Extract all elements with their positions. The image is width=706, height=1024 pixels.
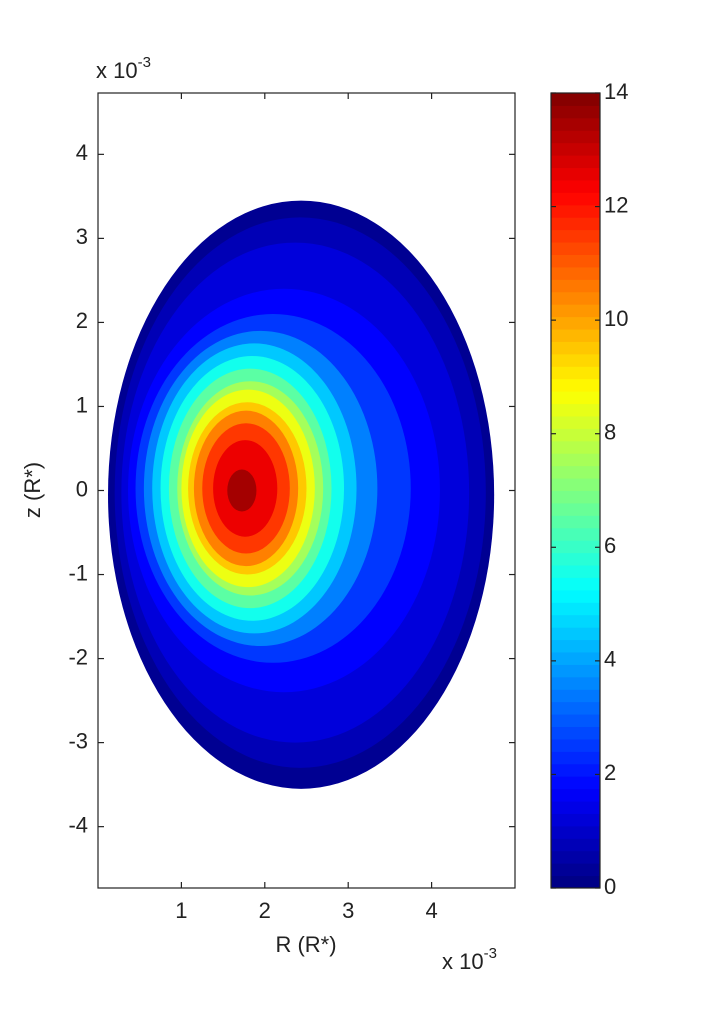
y-exponent-power: -3	[138, 54, 151, 71]
colorbar-swatch	[551, 254, 600, 268]
colorbar-swatch	[551, 93, 600, 106]
colorbar-swatch	[551, 465, 600, 479]
colorbar-swatch	[551, 440, 600, 454]
colorbar-swatch	[551, 266, 600, 280]
y-exponent-base: x 10	[96, 58, 138, 83]
colorbar-swatch	[551, 577, 600, 591]
colorbar-swatch	[551, 850, 600, 864]
colorbar-swatch	[551, 428, 600, 442]
colorbar-swatch	[551, 155, 600, 169]
colorbar-swatch	[551, 304, 600, 318]
y-exponent: x 10-3	[96, 54, 151, 83]
x-tick-label: 2	[259, 898, 271, 923]
colorbar-swatch	[551, 453, 600, 467]
x-tick-label: 3	[342, 898, 354, 923]
colorbar-tick-label: 4	[604, 647, 616, 672]
colorbar-swatch	[551, 179, 600, 193]
colorbar-tick-label: 0	[604, 874, 616, 899]
x-exponent-base: x 10	[442, 949, 484, 974]
colorbar-swatch	[551, 863, 600, 877]
contour-field	[108, 200, 495, 789]
colorbar-swatch	[551, 316, 600, 330]
colorbar-swatch	[551, 105, 600, 119]
colorbar-swatch	[551, 776, 600, 790]
colorbar-swatch	[551, 676, 600, 690]
colorbar-swatch	[551, 167, 600, 181]
colorbar-box	[550, 92, 601, 889]
colorbar-swatch	[551, 341, 600, 355]
colorbar-swatch	[551, 366, 600, 380]
colorbar-swatch	[551, 204, 600, 218]
y-axis-label: z (R*)	[20, 462, 45, 518]
colorbar-swatch	[551, 875, 600, 889]
colorbar-swatch	[551, 391, 600, 405]
colorbar-swatch	[551, 788, 600, 802]
y-tick-label: 2	[76, 308, 88, 333]
x-axis-label: R (R*)	[275, 932, 336, 957]
colorbar-swatch	[551, 130, 600, 144]
colorbar-swatch	[551, 142, 600, 156]
colorbar-tick-label: 12	[604, 192, 628, 217]
colorbar-swatch	[551, 801, 600, 814]
y-tick-label: 0	[76, 476, 88, 501]
colorbar-swatch	[551, 689, 600, 703]
colorbar-swatch	[551, 838, 600, 852]
colorbar-swatch	[551, 192, 600, 206]
y-tick-label: -1	[68, 560, 88, 585]
y-tick-label: 3	[76, 224, 88, 249]
colorbar-tick-label: 2	[604, 760, 616, 785]
colorbar-swatch	[551, 502, 600, 516]
colorbar-swatch	[551, 415, 600, 429]
colorbar-swatch	[551, 738, 600, 752]
contour-band	[227, 469, 257, 512]
x-exponent-power: -3	[484, 945, 497, 962]
colorbar-swatch	[551, 478, 600, 491]
colorbar-swatch	[551, 279, 600, 293]
y-tick-label: -4	[68, 812, 88, 837]
colorbar-swatch	[551, 540, 600, 554]
colorbar-swatch	[551, 353, 600, 367]
colorbar-swatch	[551, 825, 600, 839]
y-tick-label: 4	[76, 140, 88, 165]
colorbar-swatch	[551, 701, 600, 715]
colorbar-tick-label: 8	[604, 420, 616, 445]
colorbar-tick-label: 6	[604, 533, 616, 558]
colorbar-swatch	[551, 639, 600, 653]
colorbar-tick-label: 10	[604, 306, 628, 331]
colorbar-swatch	[551, 378, 600, 392]
colorbar-swatch	[551, 813, 600, 827]
colorbar-swatch	[551, 763, 600, 777]
colorbar-swatch	[551, 291, 600, 305]
colorbar-swatch	[551, 651, 600, 665]
colorbar-swatch	[551, 602, 600, 616]
colorbar-swatch	[551, 117, 600, 131]
y-tick-label: -2	[68, 644, 88, 669]
x-exponent: x 10-3	[442, 945, 497, 974]
colorbar-swatch	[551, 329, 600, 342]
colorbar-swatch	[551, 527, 600, 541]
colorbar-swatch	[551, 664, 600, 678]
colorbar-swatch	[551, 627, 600, 641]
colorbar-swatch	[551, 515, 600, 529]
colorbar-swatch	[551, 751, 600, 765]
colorbar-swatch	[551, 714, 600, 728]
x-tick-label: 4	[425, 898, 437, 923]
y-tick-label: 1	[76, 392, 88, 417]
x-tick-label: 1	[175, 898, 187, 923]
colorbar-tick-label: 14	[604, 79, 628, 104]
colorbar-swatch	[551, 589, 600, 603]
y-tick-label: -3	[68, 728, 88, 753]
colorbar-swatch	[551, 614, 600, 628]
colorbar-swatch	[551, 552, 600, 566]
colorbar-swatch	[551, 490, 600, 504]
colorbar-swatch	[551, 217, 600, 231]
colorbar-swatch	[551, 403, 600, 417]
colorbar-swatch	[551, 565, 600, 578]
colorbar-swatch	[551, 242, 600, 255]
colorbar-swatch	[551, 726, 600, 740]
colorbar	[551, 93, 600, 889]
colorbar-swatch	[551, 229, 600, 243]
